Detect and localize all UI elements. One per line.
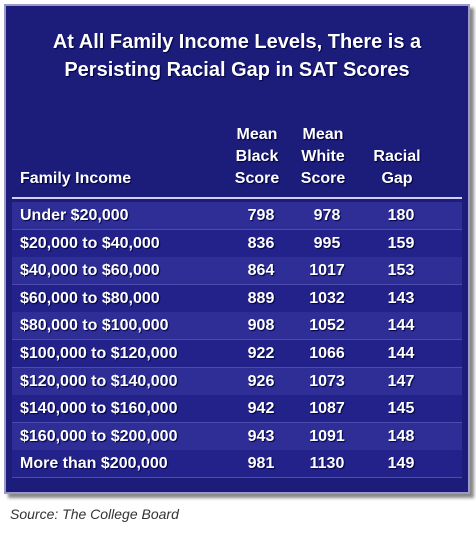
score-cell: 864 xyxy=(247,262,275,280)
score-cell: 981 xyxy=(247,455,275,473)
score-cell: 144 xyxy=(387,345,415,362)
header-rule xyxy=(12,197,462,199)
score-cell: 180 xyxy=(387,207,415,224)
score-cell: 798 xyxy=(247,207,275,224)
score-cell: 926 xyxy=(247,372,275,390)
score-cell: 147 xyxy=(387,372,415,390)
score-cell: 978 xyxy=(313,207,341,224)
score-cell: 144 xyxy=(387,317,415,335)
score-cell: 1032 xyxy=(309,289,345,307)
score-cell: 143 xyxy=(387,289,415,307)
score-cell: 889 xyxy=(247,289,275,307)
income-cell: $140,000 to $160,000 xyxy=(20,400,178,418)
column-header: Mean Black Score xyxy=(234,126,280,187)
income-cell: $160,000 to $200,000 xyxy=(20,427,178,445)
table-row: $160,000 to $200,000 943 1091 148 xyxy=(12,422,462,451)
table-row: $140,000 to $160,000 942 1087 145 xyxy=(12,395,462,424)
table-row: More than $200,000 981 1130 149 xyxy=(12,450,462,479)
income-cell: $80,000 to $100,000 xyxy=(20,317,169,335)
table-panel: At All Family Income Levels, There is a … xyxy=(4,4,470,494)
score-cell: 153 xyxy=(387,262,415,280)
score-cell: 1091 xyxy=(309,427,345,445)
income-cell: $100,000 to $120,000 xyxy=(20,345,178,362)
score-cell: 922 xyxy=(247,345,275,362)
score-cell: 1066 xyxy=(309,345,345,362)
income-cell: More than $200,000 xyxy=(20,455,168,473)
income-cell: $40,000 to $60,000 xyxy=(20,262,160,280)
score-cell: 1052 xyxy=(309,317,345,335)
column-header: Racial Gap xyxy=(373,148,421,187)
score-cell: 1087 xyxy=(309,400,345,418)
income-cell: Under $20,000 xyxy=(20,207,129,224)
score-cell: 1130 xyxy=(309,455,345,473)
table-row: $20,000 to $40,000 836 995 159 xyxy=(12,229,462,258)
score-cell: 149 xyxy=(387,455,415,473)
score-cell: 159 xyxy=(387,234,415,252)
table-row: $120,000 to $140,000 926 1073 147 xyxy=(12,367,462,396)
title: At All Family Income Levels, There is a … xyxy=(52,31,422,81)
income-cell: $20,000 to $40,000 xyxy=(20,234,160,252)
score-cell: 1073 xyxy=(309,372,345,390)
score-cell: 836 xyxy=(247,234,275,252)
score-cell: 995 xyxy=(313,234,341,252)
column-header: Family Income xyxy=(20,170,132,187)
table-row: $60,000 to $80,000 889 1032 143 xyxy=(12,284,462,313)
column-header: Mean White Score xyxy=(300,126,346,187)
score-cell: 148 xyxy=(387,427,415,445)
score-cell: 908 xyxy=(247,317,275,335)
table-row: $100,000 to $120,000 922 1066 144 xyxy=(12,340,462,368)
table-row: $40,000 to $60,000 864 1017 153 xyxy=(12,257,462,286)
table-row: Under $20,000 798 978 180 xyxy=(12,202,462,230)
income-cell: $60,000 to $80,000 xyxy=(20,289,160,307)
income-cell: $120,000 to $140,000 xyxy=(20,372,178,390)
score-cell: 943 xyxy=(247,427,275,445)
score-cell: 942 xyxy=(247,400,275,418)
table-row: $80,000 to $100,000 908 1052 144 xyxy=(12,312,462,341)
score-cell: 145 xyxy=(387,400,415,418)
score-cell: 1017 xyxy=(309,262,345,280)
source-note: Source: The College Board xyxy=(10,506,179,522)
